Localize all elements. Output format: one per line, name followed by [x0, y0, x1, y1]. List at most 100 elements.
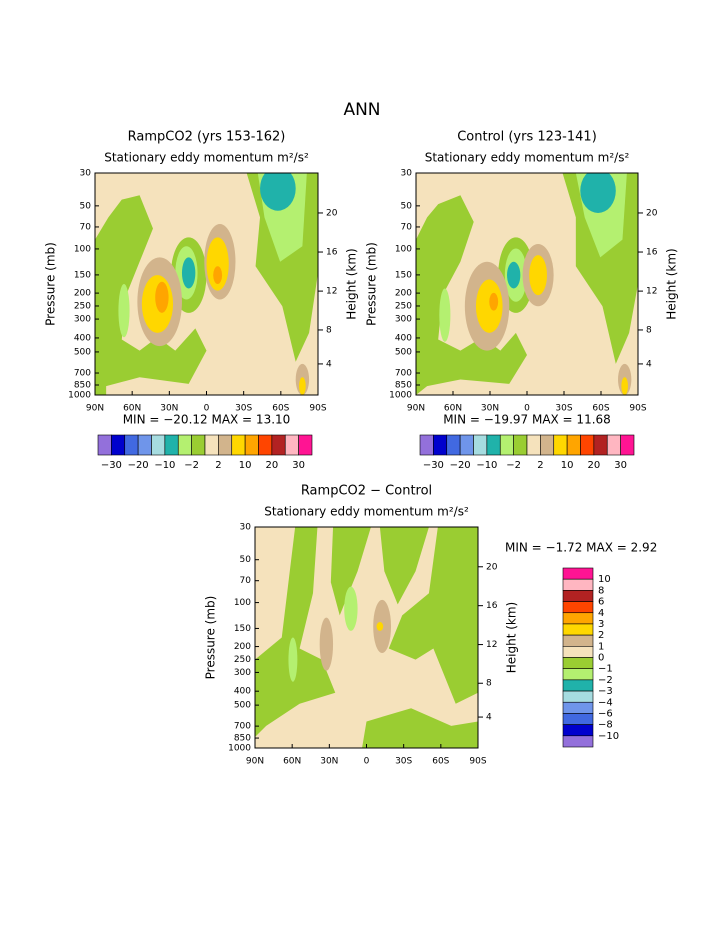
- colorbar-box: [553, 434, 568, 456]
- colorbar-label: 10: [598, 574, 611, 585]
- colorbar-label: −1: [598, 664, 613, 675]
- x-tick-label: 60N: [283, 757, 301, 767]
- y-tick-label: 200: [234, 642, 251, 652]
- colorbar-box: [562, 713, 594, 725]
- colorbar-label: −3: [598, 686, 613, 697]
- y-tick-label: 500: [74, 347, 91, 357]
- y-tick-label: 1000: [389, 391, 412, 401]
- colorbar-label: 0: [598, 653, 604, 664]
- y-tick-label: 200: [395, 289, 412, 299]
- y2-tick-label: 8: [646, 325, 652, 335]
- contour-fill: [95, 173, 318, 395]
- colorbar-box: [562, 690, 594, 703]
- colorbar-label: −10: [154, 460, 175, 471]
- y-tick-label: 300: [74, 315, 91, 325]
- colorbar-box: [271, 434, 286, 456]
- colorbar-label: −2: [184, 460, 199, 471]
- colorbar-box: [433, 434, 448, 456]
- y-tick-label: 200: [74, 289, 91, 299]
- contour-region: [288, 637, 298, 682]
- colorbar-box: [459, 434, 474, 456]
- colorbar-label: −20: [128, 460, 149, 471]
- y-tick-label: 300: [395, 315, 412, 325]
- colorbar-label: 30: [292, 460, 305, 471]
- y-tick-label: 50: [240, 555, 252, 565]
- colorbar-box: [258, 434, 273, 456]
- panel-title: RampCO2 (yrs 153-162): [128, 130, 286, 145]
- colorbar-box: [419, 434, 434, 456]
- colorbar-box: [191, 434, 206, 456]
- colorbar-label: −30: [423, 460, 444, 471]
- y-axis-label: Pressure (mb): [365, 242, 379, 326]
- colorbar-label: −8: [598, 720, 613, 731]
- contour-region: [362, 708, 478, 748]
- y-tick-label: 100: [74, 244, 91, 254]
- y2-tick-label: 12: [326, 287, 337, 297]
- y-tick-label: 150: [395, 270, 412, 280]
- colorbar-box: [526, 434, 541, 456]
- colorbar-box: [244, 434, 259, 456]
- y2-tick-label: 16: [326, 248, 338, 258]
- y2-tick-label: 20: [486, 562, 498, 572]
- y-tick-label: 300: [234, 668, 251, 678]
- colorbar-label: −10: [476, 460, 497, 471]
- panel-subtitle: Stationary eddy momentum m²/s²: [425, 151, 630, 165]
- x-tick-label: 90S: [629, 404, 646, 414]
- y2-tick-label: 16: [646, 248, 658, 258]
- x-tick-label: 60S: [272, 404, 289, 414]
- x-tick-label: 90S: [469, 757, 486, 767]
- colorbar-label: 4: [598, 608, 604, 619]
- y-tick-label: 100: [234, 598, 251, 608]
- colorbar-box: [499, 434, 514, 456]
- colorbar-label: −2: [598, 675, 613, 686]
- colorbar-label: −6: [598, 708, 613, 719]
- x-tick-label: 60N: [123, 404, 141, 414]
- y-tick-label: 850: [234, 734, 251, 744]
- contour-region: [95, 195, 207, 395]
- y2-tick-label: 4: [646, 359, 652, 369]
- colorbar-box: [562, 679, 594, 692]
- panel-title: RampCO2 − Control: [301, 484, 432, 499]
- y2-tick-label: 8: [326, 325, 332, 335]
- contour-region: [344, 586, 358, 631]
- contour-region: [255, 527, 336, 737]
- y-tick-label: 850: [395, 381, 412, 391]
- x-tick-label: 0: [204, 404, 210, 414]
- colorbar-label: 1: [598, 641, 604, 652]
- colorbar-box: [562, 735, 594, 748]
- y-tick-label: 1000: [68, 391, 91, 401]
- y2-tick-label: 12: [486, 640, 497, 650]
- y-tick-label: 400: [234, 687, 251, 697]
- colorbar-box: [562, 657, 594, 669]
- colorbar-box: [593, 434, 608, 456]
- x-tick-label: 90N: [246, 757, 264, 767]
- y2-tick-label: 4: [326, 359, 332, 369]
- colorbar-label: 8: [598, 585, 604, 596]
- contour-region: [376, 622, 384, 631]
- colorbar-box: [473, 434, 488, 456]
- y-tick-label: 500: [234, 701, 251, 711]
- colorbar-box: [124, 434, 139, 456]
- x-tick-label: 90N: [407, 404, 425, 414]
- colorbar-label: 30: [614, 460, 627, 471]
- colorbar-label: 6: [598, 597, 604, 608]
- contour-fill: [255, 527, 478, 748]
- colorbar-box: [562, 634, 594, 647]
- colorbar-box: [177, 434, 192, 456]
- x-tick-label: 60N: [444, 404, 462, 414]
- y2-axis-label: Height (km): [665, 248, 679, 319]
- contour-region: [580, 173, 616, 213]
- x-tick-label: 90S: [309, 404, 326, 414]
- y-tick-label: 30: [240, 523, 252, 533]
- colorbar-box: [562, 612, 594, 625]
- colorbar-label: −20: [450, 460, 471, 471]
- contour-region: [118, 284, 130, 338]
- panel-subtitle: Stationary eddy momentum m²/s²: [264, 505, 469, 519]
- y-tick-label: 70: [80, 222, 92, 232]
- colorbar-label: 3: [598, 619, 604, 630]
- y2-tick-label: 20: [326, 208, 338, 218]
- contour-region: [475, 279, 503, 333]
- contour-region: [213, 266, 223, 284]
- contour-region: [299, 377, 306, 395]
